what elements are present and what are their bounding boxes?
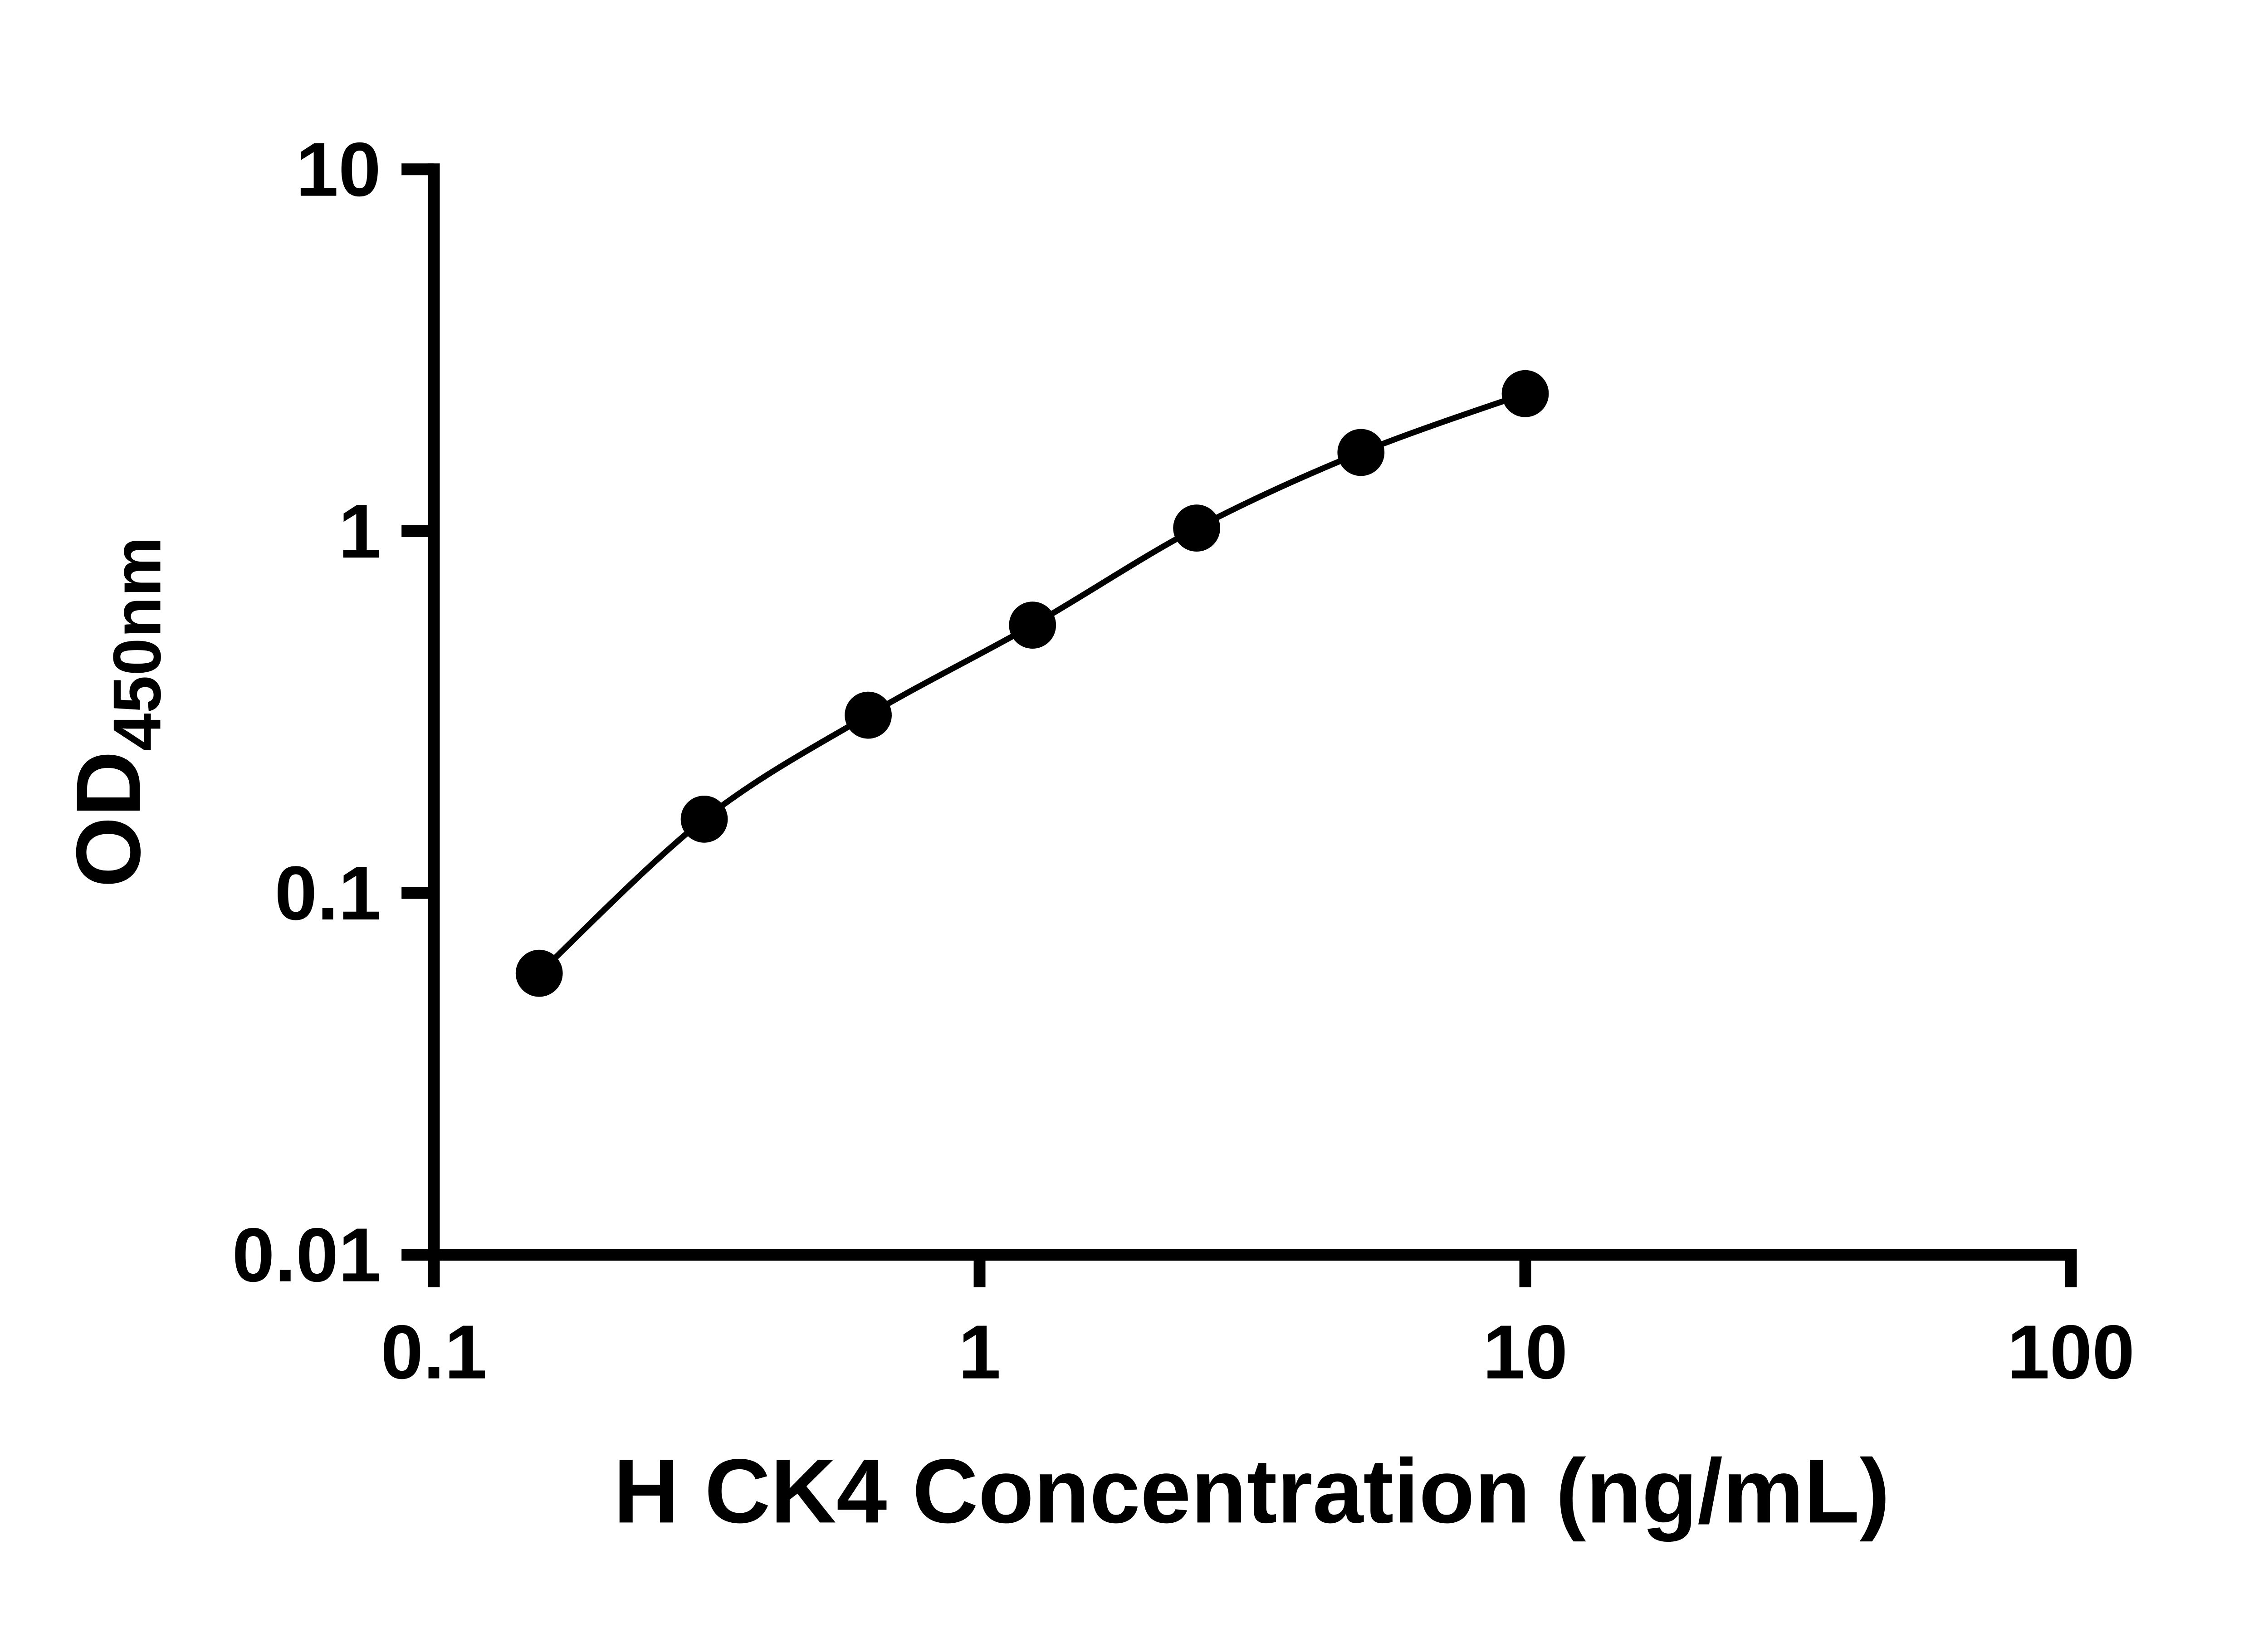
y-tick-label: 10 bbox=[296, 127, 381, 212]
y-axis-title-subscript: 450nm bbox=[99, 537, 175, 751]
data-point bbox=[1337, 429, 1385, 476]
x-tick-label: 100 bbox=[2007, 1309, 2135, 1395]
y-axis-title-main: OD bbox=[57, 751, 159, 888]
data-series-layer bbox=[515, 370, 1549, 997]
data-point bbox=[1009, 601, 1056, 649]
y-axis-title: OD450nm bbox=[57, 537, 175, 888]
y-tick-label: 0.01 bbox=[232, 1212, 381, 1298]
x-axis-title: H CK4 Concentration (ng/mL) bbox=[613, 1440, 1890, 1542]
x-tick-label: 0.1 bbox=[381, 1309, 487, 1395]
data-point bbox=[1501, 370, 1549, 417]
x-tick-label: 1 bbox=[958, 1309, 1001, 1395]
data-point bbox=[515, 949, 563, 997]
data-point bbox=[845, 691, 892, 739]
y-tick-label: 0.1 bbox=[274, 850, 381, 936]
x-tick-label: 10 bbox=[1483, 1309, 1568, 1395]
data-point bbox=[680, 795, 728, 843]
fit-curve bbox=[537, 391, 1526, 976]
data-point bbox=[1173, 504, 1221, 552]
y-tick-label: 1 bbox=[338, 488, 381, 574]
